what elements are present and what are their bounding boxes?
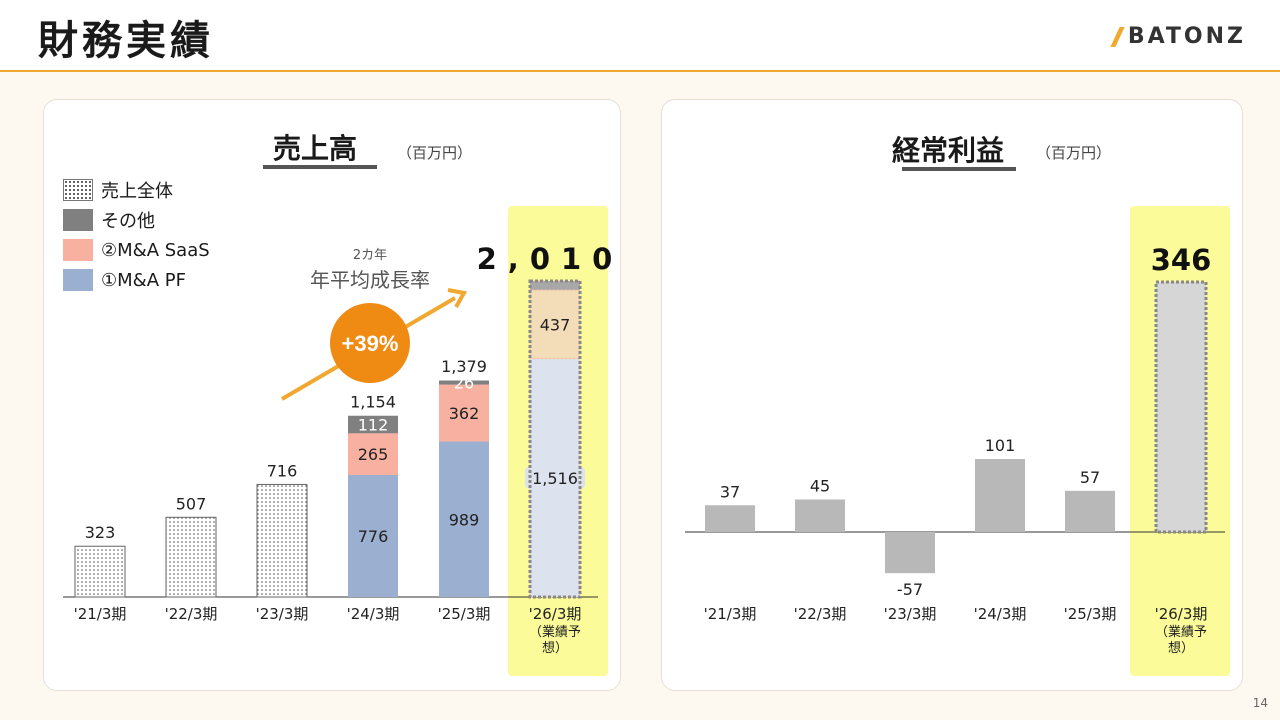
page-title: 財務実績 — [38, 18, 214, 64]
profit-bar — [705, 505, 755, 532]
profit-value-label: 57 — [1080, 468, 1100, 487]
profit-bar — [975, 459, 1025, 532]
bar-segment-mapf — [439, 441, 489, 597]
profit-bar — [795, 499, 845, 532]
bar-total — [165, 516, 217, 598]
header-bar: 財務実績 BATONZ — [0, 0, 1280, 72]
legend-label: 売上全体 — [101, 181, 173, 202]
segment-value-label: 1,516 — [532, 469, 578, 488]
profit-bar — [1154, 280, 1208, 534]
total-value-label: 1,154 — [350, 393, 396, 412]
legend-label: ①M&A PF — [101, 269, 186, 291]
sales-chart-title: 売上高 — [273, 132, 358, 165]
profit-bar — [885, 532, 935, 574]
legend-item-other: その他 — [63, 205, 210, 235]
bar-segment-other — [439, 380, 489, 385]
x-tick-label: '22/3期 — [165, 605, 218, 623]
growth-annotation: +39% 2カ年 年平均成長率 — [280, 248, 468, 401]
x-tick-label: '24/3期 — [347, 605, 400, 623]
total-value-label: 323 — [85, 523, 116, 542]
legend-item-saas: ②M&A SaaS — [63, 235, 210, 265]
logo-text: BATONZ — [1127, 24, 1246, 49]
page-number: 14 — [1252, 696, 1268, 710]
segment-value-label: 776 — [358, 527, 389, 546]
growth-caption-line1: 2カ年 — [353, 248, 387, 263]
total-value-label: 1,379 — [441, 357, 487, 376]
profit-title-underline — [902, 167, 1016, 171]
segment-value-label: 26 — [454, 374, 474, 393]
blue-swatch-icon — [63, 269, 93, 291]
x-tick-label: '26/3期（業績予想） — [1155, 605, 1208, 656]
value-label-bg — [525, 466, 585, 489]
bar-total — [74, 545, 126, 598]
x-tick-label: '25/3期 — [438, 605, 491, 623]
segment-value-label: 989 — [449, 510, 480, 529]
profit-chart-title: 経常利益 — [892, 134, 1005, 167]
x-tick-label: '24/3期 — [974, 605, 1027, 623]
segment-value-label: 265 — [358, 445, 389, 464]
x-tick-label: '22/3期 — [794, 605, 847, 623]
legend-label: ②M&A SaaS — [101, 239, 210, 261]
x-tick-label: '25/3期 — [1064, 605, 1117, 623]
bar-segment-saas — [348, 433, 398, 476]
segment-value-label: 362 — [449, 404, 480, 423]
sales-title-underline — [263, 165, 377, 169]
segment-value-label: 112 — [358, 416, 389, 435]
profit-value-label: 101 — [985, 436, 1016, 455]
profit-bar — [1065, 490, 1115, 532]
growth-arrow-head — [447, 288, 468, 308]
bar-segment-other — [348, 415, 398, 434]
salmon-swatch-icon — [63, 239, 93, 261]
dotted-swatch-icon — [63, 179, 93, 201]
legend-item-mapf: ①M&A PF — [63, 265, 210, 295]
sales-unit-label: （百万円） — [397, 144, 473, 162]
x-tick-label: '21/3期 — [74, 605, 127, 623]
growth-rate-bubble — [330, 303, 410, 383]
growth-rate-text: +39% — [342, 331, 399, 356]
profit-value-label: 37 — [720, 482, 740, 501]
bar-segment-saas — [439, 384, 489, 442]
dark-gray-swatch-icon — [63, 209, 93, 231]
total-value-label: 507 — [176, 494, 207, 513]
profit-value-label: -57 — [897, 580, 923, 599]
bar-total — [256, 483, 308, 598]
total-value-label: 716 — [267, 461, 298, 480]
bar-segment-mapf — [348, 475, 398, 597]
segment-value-label: 437 — [540, 315, 571, 334]
sales-legend: 売上全体 その他 ②M&A SaaS ①M&A PF — [63, 175, 210, 295]
profit-unit-label: （百万円） — [1036, 144, 1112, 162]
profit-value-label: 45 — [810, 476, 830, 495]
profit-value-label: 346 — [1151, 243, 1212, 277]
x-tick-label: '21/3期 — [704, 605, 757, 623]
x-tick-label: '23/3期 — [256, 605, 309, 623]
forecast-outline — [528, 279, 582, 599]
total-value-label: 2,010 — [477, 242, 624, 276]
legend-item-total: 売上全体 — [63, 175, 210, 205]
growth-caption-line2: 年平均成長率 — [310, 268, 430, 292]
x-tick-label: '23/3期 — [884, 605, 937, 623]
legend-label: その他 — [101, 211, 155, 232]
company-logo: BATONZ — [1110, 24, 1246, 49]
x-tick-label: '26/3期（業績予想） — [529, 605, 582, 656]
